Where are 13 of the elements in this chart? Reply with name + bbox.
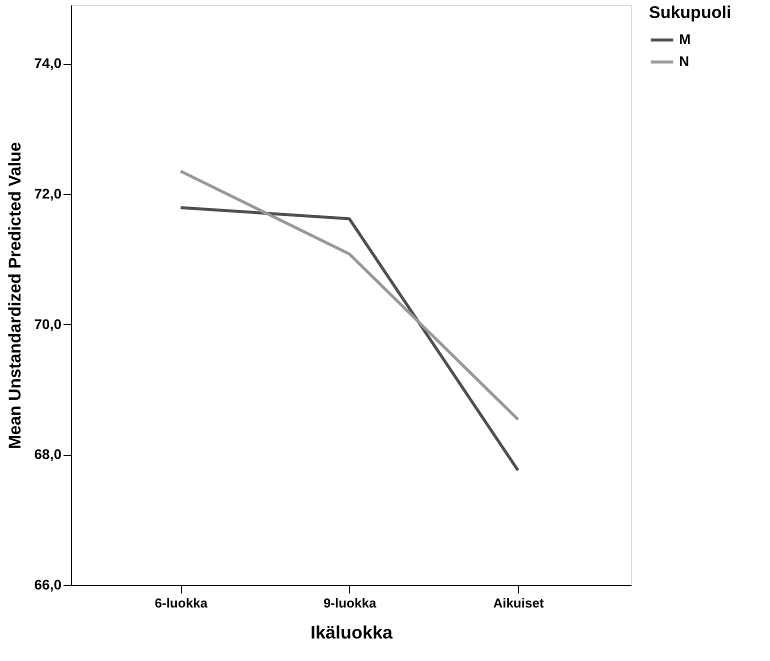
y-axis-title: Mean Unstandardized Predicted Value <box>5 142 24 450</box>
legend-title: Sukupuoli <box>649 3 732 22</box>
x-tick-label: 9-luokka <box>323 596 377 610</box>
x-tick-label: 6-luokka <box>154 596 208 610</box>
y-tick-label: 70,0 <box>34 316 62 332</box>
x-axis-title: Ikäluokka <box>310 622 394 642</box>
legend-label: N <box>679 53 690 69</box>
x-tick-label: Aikuiset <box>493 596 544 610</box>
y-tick-label: 74,0 <box>34 55 62 72</box>
y-tick-label: 72,0 <box>34 185 62 202</box>
y-tick-label: 68,0 <box>34 446 62 462</box>
legend-label: M <box>679 31 691 47</box>
y-tick-label: 66,0 <box>34 576 62 592</box>
